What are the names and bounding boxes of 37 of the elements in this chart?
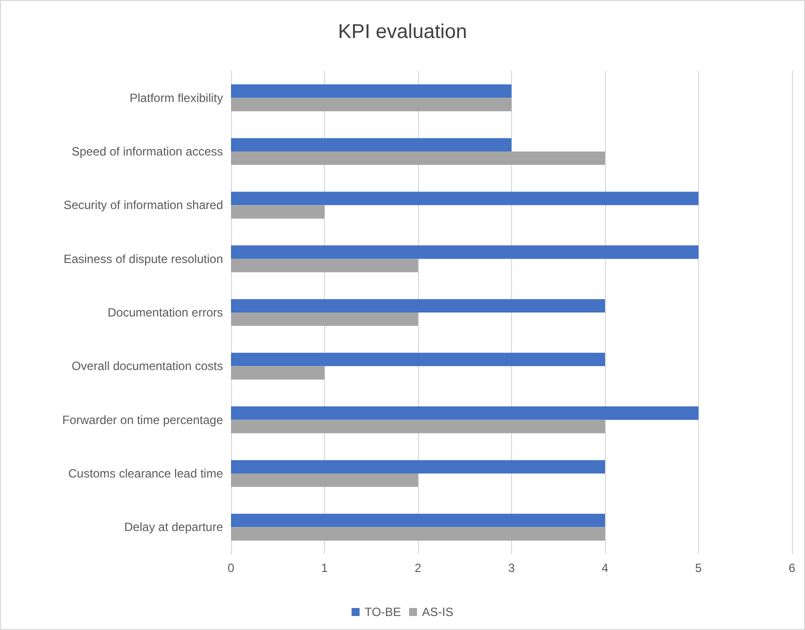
bar bbox=[231, 258, 418, 272]
bar bbox=[231, 312, 418, 326]
bar bbox=[231, 352, 605, 366]
legend-label: AS-IS bbox=[422, 605, 454, 619]
bar bbox=[231, 205, 324, 219]
bar bbox=[231, 98, 512, 112]
y-tick-label: Platform flexibility bbox=[130, 90, 223, 105]
bar bbox=[231, 84, 512, 98]
bar bbox=[231, 245, 698, 259]
bar bbox=[231, 152, 605, 165]
x-tick-label: 3 bbox=[508, 561, 516, 575]
bar bbox=[231, 527, 605, 541]
y-tick-label: Security of information shared bbox=[64, 198, 223, 212]
y-tick-label: Speed of information access bbox=[72, 144, 223, 158]
x-tick-label: 2 bbox=[414, 561, 422, 575]
y-tick-label: Customs clearance lead time bbox=[68, 466, 224, 480]
bar bbox=[231, 299, 605, 312]
bar bbox=[231, 366, 324, 380]
bar bbox=[231, 406, 698, 420]
bar bbox=[231, 420, 605, 434]
bar bbox=[231, 138, 512, 152]
y-tick-label: Delay at departure bbox=[124, 520, 224, 534]
y-tick-label: Overall documentation costs bbox=[72, 359, 223, 374]
legend-label: TO-BE bbox=[364, 605, 402, 619]
x-tick-label: 4 bbox=[602, 561, 609, 575]
x-tick-label: 6 bbox=[788, 561, 796, 575]
bar bbox=[231, 514, 605, 528]
x-tick-label: 1 bbox=[321, 561, 328, 575]
bar bbox=[231, 192, 698, 206]
x-tick-label: 5 bbox=[695, 561, 702, 575]
y-tick-label: Documentation errors bbox=[108, 306, 223, 320]
chart-title: KPI evaluation bbox=[338, 21, 467, 43]
y-tick-label: Forwarder on time percentage bbox=[62, 412, 224, 427]
x-tick-label: 0 bbox=[228, 561, 235, 575]
bar bbox=[231, 460, 605, 474]
bar bbox=[231, 474, 418, 487]
y-tick-label: Easiness of dispute resolution bbox=[64, 252, 223, 266]
